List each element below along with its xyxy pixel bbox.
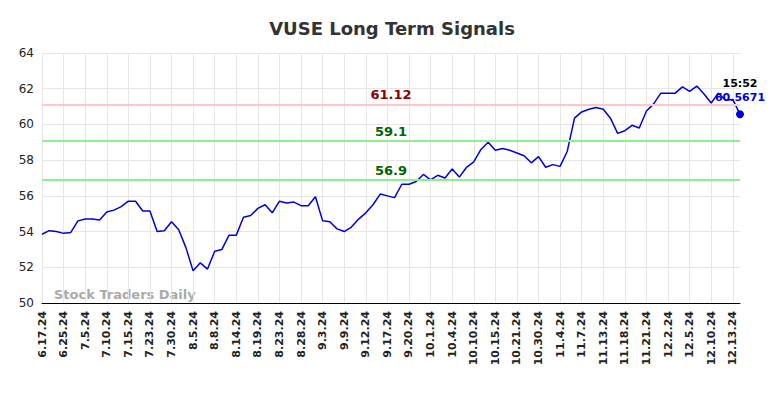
svg-text:52: 52 [19,260,34,274]
svg-text:54: 54 [19,225,34,239]
svg-text:7.23.24: 7.23.24 [143,311,156,358]
svg-text:11.7.24: 11.7.24 [575,311,588,358]
svg-text:61.12: 61.12 [370,87,411,102]
svg-text:6.25.24: 6.25.24 [57,311,70,358]
svg-text:11.18.24: 11.18.24 [618,311,631,366]
svg-text:10.1.24: 10.1.24 [424,311,437,358]
svg-text:15:52: 15:52 [722,77,757,90]
svg-text:7.10.24: 7.10.24 [100,311,113,358]
svg-text:60: 60 [19,117,34,131]
svg-text:11.21.24: 11.21.24 [640,311,653,366]
svg-text:11.13.24: 11.13.24 [597,311,610,366]
svg-text:VUSE Long Term Signals: VUSE Long Term Signals [269,18,515,39]
svg-text:56: 56 [19,189,34,203]
svg-text:10.4.24: 10.4.24 [446,311,459,358]
svg-text:59.1: 59.1 [375,124,407,139]
svg-text:9.17.24: 9.17.24 [381,311,394,358]
svg-text:8.8.24: 8.8.24 [208,311,221,350]
svg-text:12.10.24: 12.10.24 [705,311,718,366]
svg-text:12.13.24: 12.13.24 [726,311,739,366]
svg-text:60.5671: 60.5671 [715,91,765,104]
svg-text:12.2.24: 12.2.24 [662,311,675,358]
svg-text:9.20.24: 9.20.24 [402,311,415,358]
svg-text:9.3.24: 9.3.24 [316,311,329,350]
svg-text:7.15.24: 7.15.24 [122,311,135,358]
svg-text:62: 62 [19,82,34,96]
svg-text:Stock Traders Daily: Stock Traders Daily [54,287,196,302]
svg-text:8.28.24: 8.28.24 [295,311,308,358]
svg-text:11.4.24: 11.4.24 [554,311,567,358]
svg-text:8.23.24: 8.23.24 [273,311,286,358]
svg-text:58: 58 [19,153,34,167]
svg-text:10.15.24: 10.15.24 [489,311,502,366]
svg-text:8.14.24: 8.14.24 [230,311,243,358]
svg-text:8.19.24: 8.19.24 [251,311,264,358]
svg-text:6.17.24: 6.17.24 [36,311,49,358]
svg-text:7.30.24: 7.30.24 [165,311,178,358]
svg-text:50: 50 [19,296,34,310]
svg-text:7.5.24: 7.5.24 [79,311,92,350]
svg-text:8.5.24: 8.5.24 [187,311,200,350]
svg-text:10.30.24: 10.30.24 [532,311,545,366]
svg-text:9.12.24: 9.12.24 [359,311,372,358]
svg-text:12.5.24: 12.5.24 [683,311,696,358]
svg-text:10.21.24: 10.21.24 [510,311,523,366]
svg-text:10.10.24: 10.10.24 [467,311,480,366]
svg-text:9.9.24: 9.9.24 [338,311,351,350]
svg-text:56.9: 56.9 [375,163,407,178]
svg-text:64: 64 [19,46,34,60]
